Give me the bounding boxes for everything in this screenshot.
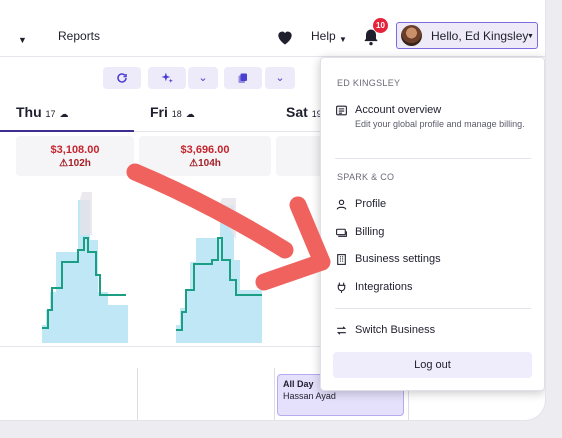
copy-dropdown[interactable]: ⌄ xyxy=(265,67,295,89)
user-dropdown-menu: ED KINGSLEY Account overview Edit your g… xyxy=(320,57,545,391)
nav-dropdown-caret[interactable]: ▼ xyxy=(18,35,27,45)
sparkle-icon xyxy=(161,72,173,83)
chevron-down-icon: ▼ xyxy=(527,33,534,40)
list-icon xyxy=(336,105,347,116)
auto-schedule-button[interactable] xyxy=(148,67,186,89)
day-cost: $3,696.00 xyxy=(180,144,230,156)
day-cost-card[interactable]: $3,696.00 ⚠104h xyxy=(139,136,271,176)
menu-section-business: SPARK & CO xyxy=(337,172,395,182)
menu-item-account-overview[interactable]: Account overview xyxy=(335,102,535,122)
nav-reports-link[interactable]: Reports xyxy=(58,29,101,43)
menu-item-description: Edit your global profile and manage bill… xyxy=(355,119,525,129)
day-cost-card[interactable]: $3,108.00 ⚠102h xyxy=(16,136,134,176)
divider xyxy=(0,346,545,347)
bell-icon[interactable] xyxy=(361,27,381,47)
user-greeting: Hello, Ed Kingsley xyxy=(431,29,529,43)
refresh-icon xyxy=(117,73,127,83)
divider xyxy=(335,158,531,159)
menu-item-profile[interactable]: Profile xyxy=(335,196,535,216)
day-date: 19 xyxy=(311,109,322,119)
chevron-down-icon[interactable]: ▼ xyxy=(339,35,347,44)
chart-staffing-line xyxy=(176,237,262,331)
chart-forecast-area xyxy=(80,192,236,240)
app-window: ▼ Reports Help ▼ 10 Hello, Ed Kingsley ▼… xyxy=(0,0,545,420)
menu-item-label: Account overview xyxy=(355,104,442,116)
menu-item-label: Switch Business xyxy=(355,324,436,336)
cloud-icon: ☁ xyxy=(59,109,69,119)
day-column-divider xyxy=(274,368,275,420)
menu-item-switch-business[interactable]: Switch Business xyxy=(335,322,535,342)
selected-day-indicator xyxy=(0,130,134,132)
menu-item-integrations[interactable]: Integrations xyxy=(335,279,535,299)
day-name: Fri xyxy=(150,104,168,120)
chart-staffing-line xyxy=(42,237,126,329)
chevron-down-icon: ⌄ xyxy=(275,72,285,84)
switch-icon xyxy=(336,326,347,335)
plug-icon xyxy=(337,282,346,293)
day-column-divider xyxy=(408,368,409,420)
refresh-button[interactable] xyxy=(103,67,141,89)
menu-item-business-settings[interactable]: Business settings xyxy=(335,251,535,271)
day-header-fri[interactable]: Fri 18 ☁ xyxy=(150,104,195,120)
day-header-thu[interactable]: Thu 17 ☁ xyxy=(16,104,68,120)
chart-demand-area xyxy=(176,205,262,343)
person-icon xyxy=(336,199,347,210)
divider xyxy=(335,308,531,309)
copy-icon xyxy=(238,73,247,83)
heart-icon[interactable] xyxy=(275,27,295,47)
copy-button[interactable] xyxy=(224,67,262,89)
help-menu[interactable]: Help xyxy=(311,29,336,43)
menu-item-label: Integrations xyxy=(355,281,413,293)
logout-button[interactable]: Log out xyxy=(333,352,532,378)
menu-section-user: ED KINGSLEY xyxy=(337,78,401,88)
event-title: All Day xyxy=(283,379,314,389)
auto-schedule-dropdown[interactable]: ⌄ xyxy=(188,67,218,89)
building-icon xyxy=(337,254,346,265)
notification-badge: 10 xyxy=(373,18,388,33)
top-nav: ▼ Reports Help ▼ 10 Hello, Ed Kingsley ▼ xyxy=(0,0,545,57)
chevron-down-icon: ⌄ xyxy=(198,72,208,84)
event-person: Hassan Ayad xyxy=(283,391,336,401)
day-column-divider xyxy=(137,368,138,420)
day-hours: ⚠102h xyxy=(59,158,91,169)
menu-item-label: Profile xyxy=(355,198,387,210)
day-date: 18 xyxy=(171,109,182,119)
cloud-icon: ☁ xyxy=(185,109,195,119)
user-menu-button[interactable]: Hello, Ed Kingsley ▼ xyxy=(396,22,538,49)
day-name: Sat xyxy=(286,104,308,120)
money-icon xyxy=(336,228,347,237)
avatar xyxy=(401,25,422,46)
menu-item-billing[interactable]: Billing xyxy=(335,224,535,244)
day-hours: ⚠104h xyxy=(189,158,221,169)
day-header-sat[interactable]: Sat 19 xyxy=(286,104,322,120)
day-cost: $3,108.00 xyxy=(50,144,100,156)
menu-item-label: Billing xyxy=(355,226,385,238)
menu-item-label: Business settings xyxy=(355,253,441,265)
chart-demand-area xyxy=(42,200,128,343)
day-name: Thu xyxy=(16,104,42,120)
day-date: 17 xyxy=(45,109,56,119)
